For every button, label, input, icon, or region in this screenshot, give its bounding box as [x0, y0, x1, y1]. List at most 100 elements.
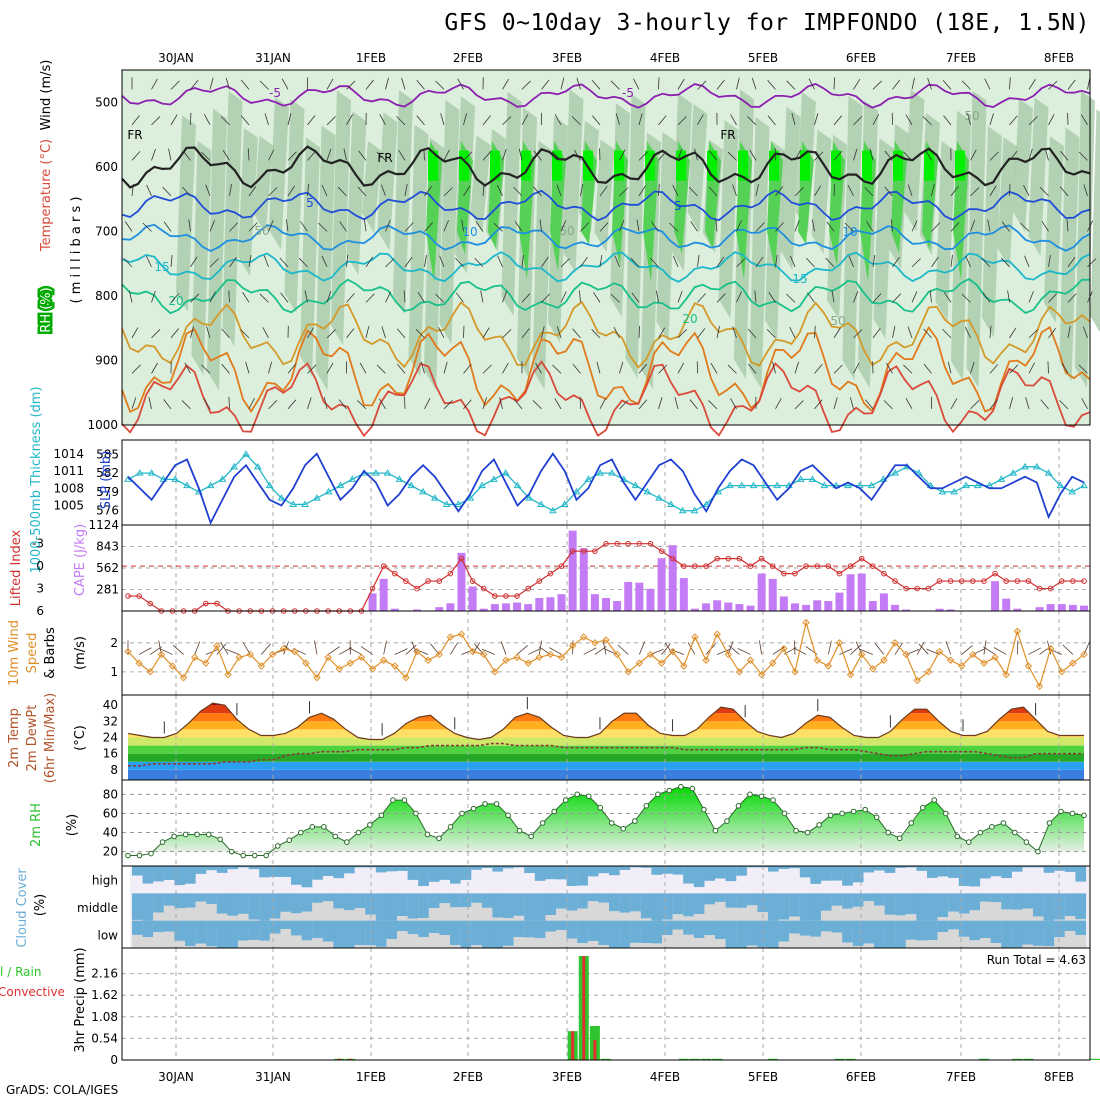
cloud-gap: [333, 908, 345, 921]
wind-barb: [190, 256, 198, 268]
wind-barb: [694, 148, 698, 161]
wind-barb: [443, 187, 453, 197]
wind-barb: [151, 329, 161, 339]
cloud-gap: [662, 935, 673, 948]
wind-barb-10m: [205, 648, 219, 655]
wind-barb: [321, 255, 328, 268]
cloud-gap: [609, 911, 620, 921]
wind-barb-10m: [1028, 647, 1042, 655]
wind-barb: [572, 328, 581, 339]
wind-barb: [443, 220, 449, 232]
rh-band: [982, 126, 1002, 338]
wind-barb: [385, 77, 389, 90]
thickness-point: [867, 481, 876, 489]
cloud-cell: [163, 920, 175, 932]
cloud-gap: [895, 915, 906, 921]
cloud-gap: [301, 911, 313, 921]
cape-bar: [568, 530, 577, 611]
cape-bar: [746, 605, 755, 611]
cloud-gap: [534, 938, 546, 948]
precip-total-bar: [1012, 1058, 1023, 1060]
wind-barb: [415, 329, 425, 339]
cloud-gap: [450, 907, 461, 921]
wind-barb: [285, 219, 289, 232]
cloud-cell: [1011, 893, 1023, 910]
cloud-cell: [598, 893, 610, 903]
cloud-cell: [831, 920, 843, 933]
rh-point: [1023, 839, 1030, 845]
wind-barb-10m: [500, 641, 507, 655]
precip-total-bar: [689, 1058, 700, 1060]
wind-barb: [163, 221, 172, 232]
wind-barb: [732, 326, 737, 338]
thickness-point: [336, 481, 345, 489]
wind-barb: [307, 397, 312, 409]
cloud-gap: [195, 943, 207, 948]
cloud-row-label: high: [92, 874, 118, 888]
wind-barb: [455, 257, 464, 268]
wind-barb: [535, 362, 542, 374]
y-tick-precip: 0: [110, 1053, 118, 1067]
lifted-index-point: [836, 570, 843, 577]
cloud-cell: [863, 893, 875, 902]
wind-barb: [201, 364, 211, 374]
cloud-cell: [948, 866, 959, 878]
wind-barb: [1059, 400, 1069, 410]
cloud-gap: [778, 919, 790, 921]
wind-barb-10m: [159, 648, 173, 655]
wind-barb: [658, 397, 663, 409]
lifted-index-point: [403, 578, 409, 584]
wind-barb: [638, 185, 646, 197]
rh-band: [1013, 98, 1033, 232]
wind-barb: [1080, 114, 1088, 126]
thickness-point: [820, 481, 829, 489]
rh-band: [222, 91, 243, 347]
rh-point: [689, 785, 696, 792]
wind-barb: [571, 116, 581, 126]
cloud-cell: [492, 893, 504, 918]
wind-barb: [131, 115, 140, 126]
wind-barb: [1047, 361, 1049, 374]
cloud-cell: [460, 920, 472, 948]
cloud-gap: [163, 931, 175, 948]
thickness-point: [265, 481, 274, 489]
rh-band-saturated: [490, 150, 500, 181]
cloud-gap: [1011, 909, 1023, 921]
wind-barb: [190, 326, 194, 338]
cloud-cell: [397, 893, 408, 917]
lifted-index-point: [536, 578, 543, 584]
wind-barb: [357, 186, 367, 197]
wind-barb: [424, 398, 431, 410]
cloud-gap: [640, 918, 652, 921]
contour-label: 15: [792, 272, 807, 286]
cloud-gap: [407, 918, 419, 921]
y-tick-temp: 40: [103, 698, 118, 712]
thickness-point: [1032, 462, 1041, 470]
cloud-cell: [1033, 893, 1044, 917]
wind-barb: [151, 290, 156, 303]
lifted-index-point: [1003, 578, 1009, 584]
wind-barb: [1025, 397, 1030, 409]
x-tick-bottom: 2FEB: [453, 1070, 483, 1084]
y-tick-cape: 843: [96, 540, 119, 554]
wind-barb: [591, 80, 601, 90]
wind-barb: [416, 79, 425, 90]
cloud-cell: [439, 866, 451, 880]
cloud-cell: [768, 920, 779, 948]
wind-barb: [833, 115, 843, 126]
temp-line: [127, 702, 1084, 741]
cloud-row-label: low: [98, 928, 119, 942]
wind-barb: [619, 400, 629, 410]
wind-barb: [943, 115, 952, 126]
cloud-cell: [640, 893, 652, 919]
wind-barb: [1020, 222, 1030, 232]
wind-barb: [1082, 326, 1088, 339]
cloud-cell: [587, 920, 599, 942]
temperature-contour: [121, 145, 1091, 189]
wind-speed-point: [624, 668, 632, 676]
wind-barb: [247, 148, 250, 161]
wind-barb-10m: [638, 641, 646, 655]
x-tick-bottom: 8FEB: [1044, 1070, 1074, 1084]
cape-bar: [590, 594, 599, 611]
wind-barb: [884, 186, 893, 197]
